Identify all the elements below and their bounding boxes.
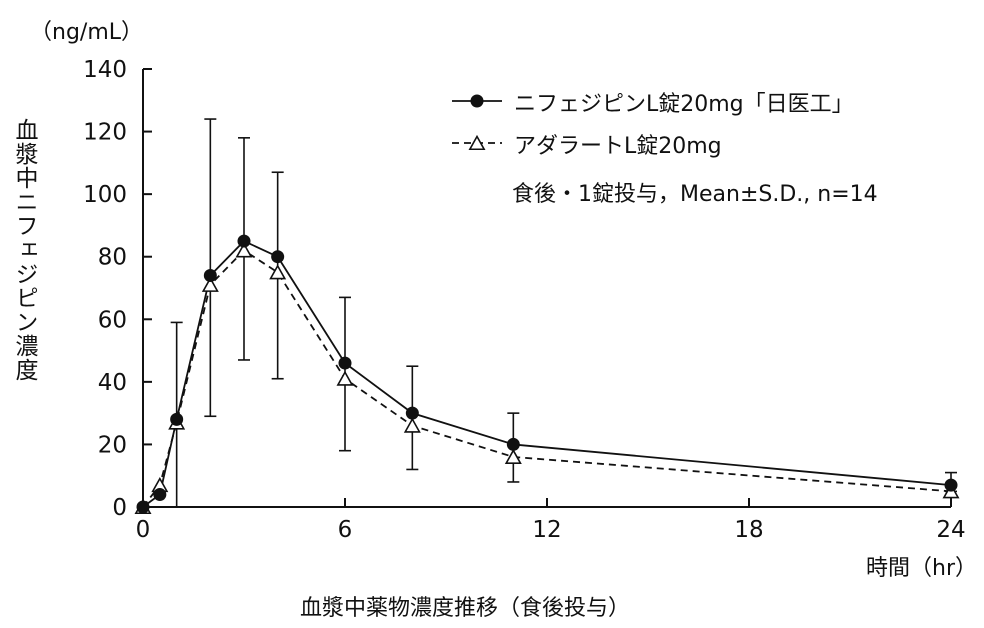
figure-caption: 血漿中薬物濃度推移（食後投与） bbox=[300, 596, 631, 621]
marker-triangle bbox=[269, 264, 287, 280]
y-axis-label: 血漿中ニフェジピン濃度 bbox=[11, 118, 37, 382]
legend-marker-triangle bbox=[468, 134, 486, 151]
marker-triangle bbox=[504, 448, 522, 464]
y-tick-label: 20 bbox=[98, 432, 127, 458]
marker-triangle bbox=[403, 417, 421, 433]
marker-triangle bbox=[201, 276, 219, 292]
axes: 0 20 40 60 80 100 120 140 0 6 12 18 24 bbox=[83, 57, 966, 543]
marker-circle bbox=[170, 412, 184, 426]
study-annotation: 食後・1錠投与，Mean±S.D., n=14 bbox=[512, 182, 878, 207]
y-tick-label: 60 bbox=[98, 307, 127, 333]
marker-circle bbox=[153, 487, 167, 501]
marker-circle bbox=[405, 406, 419, 420]
y-unit-label: （ng/mL） bbox=[30, 20, 144, 45]
series-lines bbox=[142, 239, 952, 508]
x-tick-label: 6 bbox=[338, 517, 353, 543]
legend bbox=[452, 94, 502, 151]
x-tick-label: 24 bbox=[936, 517, 965, 543]
marker-triangle bbox=[235, 242, 253, 258]
x-tick-label: 0 bbox=[136, 517, 151, 543]
marker-circle bbox=[338, 356, 352, 370]
legend-label-nichiiko: ニフェジピンL錠20mg「日医工」 bbox=[514, 92, 854, 117]
y-tick-label: 0 bbox=[112, 495, 127, 521]
legend-marker-circle bbox=[470, 94, 484, 108]
legend-label-adalat: アダラートL錠20mg bbox=[514, 134, 722, 159]
marker-circle bbox=[203, 268, 217, 282]
x-axis-label: 時間（hr） bbox=[866, 556, 977, 581]
y-tick-label: 120 bbox=[83, 120, 127, 146]
marker-circle bbox=[237, 234, 251, 248]
series-line-0 bbox=[142, 239, 952, 508]
series-line-1 bbox=[142, 249, 952, 508]
x-tick-label: 12 bbox=[532, 517, 561, 543]
marker-circle bbox=[506, 437, 520, 451]
x-tick-label: 18 bbox=[734, 517, 763, 543]
y-tick-label: 140 bbox=[83, 57, 127, 83]
marker-circle bbox=[944, 478, 958, 492]
marker-circle bbox=[136, 500, 150, 514]
y-tick-label: 40 bbox=[98, 370, 127, 396]
data-markers bbox=[134, 234, 960, 515]
y-tick-label: 100 bbox=[83, 182, 127, 208]
marker-circle bbox=[271, 250, 285, 264]
y-tick-label: 80 bbox=[98, 245, 127, 271]
marker-triangle bbox=[336, 370, 354, 386]
